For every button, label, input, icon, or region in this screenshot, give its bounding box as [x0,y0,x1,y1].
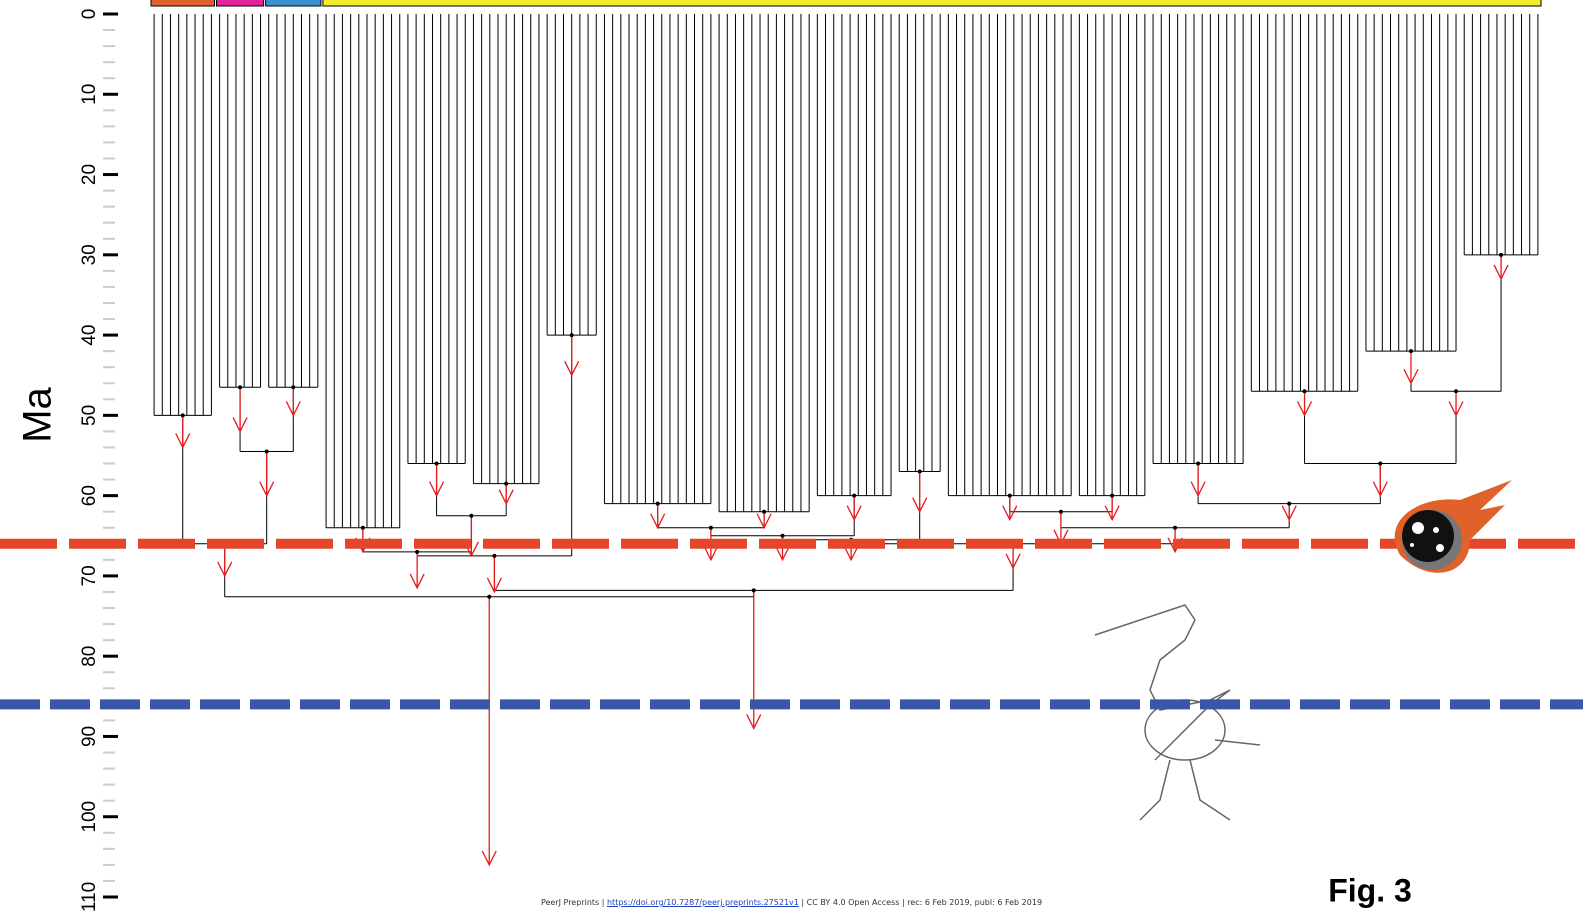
y-tick-label: 60 [79,485,100,506]
y-tick-label: 110 [79,882,100,912]
node-dot [504,482,508,486]
chart: Ma Fig. 3 0102030405060708090100110 [0,0,1583,918]
y-tick-label: 50 [79,405,100,426]
node-dot [181,413,185,417]
meteor-body [1402,510,1454,562]
y-tick-label: 80 [79,646,100,667]
y-tick-label: 90 [79,726,100,747]
node-dot [265,449,269,453]
node-dot [752,588,756,592]
y-tick-label: 40 [79,325,100,346]
group-bar [217,0,264,6]
node-dot [238,385,242,389]
node-dot [291,385,295,389]
meteor-crater [1412,522,1424,534]
y-tick-label: 100 [79,801,100,833]
footer: PeerJ Preprints | https://doi.org/10.728… [0,898,1583,907]
node-dot [1110,494,1114,498]
y-tick-label: 0 [79,9,100,20]
y-tick-label: 10 [79,84,100,105]
node-dot [709,526,713,530]
group-bar [266,0,321,6]
y-tick-label: 20 [79,164,100,185]
group-bar [151,0,215,6]
node-dot [570,333,574,337]
tree [154,14,1538,597]
node-dot [781,534,785,538]
node-dot [762,510,766,514]
node-dot [852,494,856,498]
bird-skeleton [1095,605,1260,820]
skeleton-line [1095,605,1230,760]
footer-suffix: | CC BY 4.0 Open Access | rec: 6 Feb 201… [799,898,1042,907]
node-dot [415,550,419,554]
meteor-crater [1410,543,1414,547]
node-dot [361,526,365,530]
node-dot [918,470,922,474]
node-dot [1059,510,1063,514]
footer-link[interactable]: https://doi.org/10.7287/peerj.preprints.… [607,898,799,907]
node-dot [1303,389,1307,393]
meteor [1395,480,1512,573]
node-dot [435,462,439,466]
node-dot [1454,389,1458,393]
node-dot [1499,253,1503,257]
meteor-crater [1433,527,1439,533]
page: Ma Fig. 3 0102030405060708090100110 Peer… [0,0,1583,918]
meteor-crater [1436,544,1444,552]
node-dot [469,514,473,518]
footer-prefix: PeerJ Preprints | [541,898,607,907]
y-tick-label: 70 [79,565,100,586]
y-tick-label: 30 [79,244,100,265]
node-dot [1287,502,1291,506]
y-axis-label: Ma [16,386,60,442]
node-dot [1008,494,1012,498]
node-dot [1196,462,1200,466]
node-dot [656,502,660,506]
group-bar [323,0,1541,6]
node-dot [1173,526,1177,530]
node-dot [1409,349,1413,353]
node-dot [492,554,496,558]
node-dot [487,595,491,599]
node-dot [1378,462,1382,466]
